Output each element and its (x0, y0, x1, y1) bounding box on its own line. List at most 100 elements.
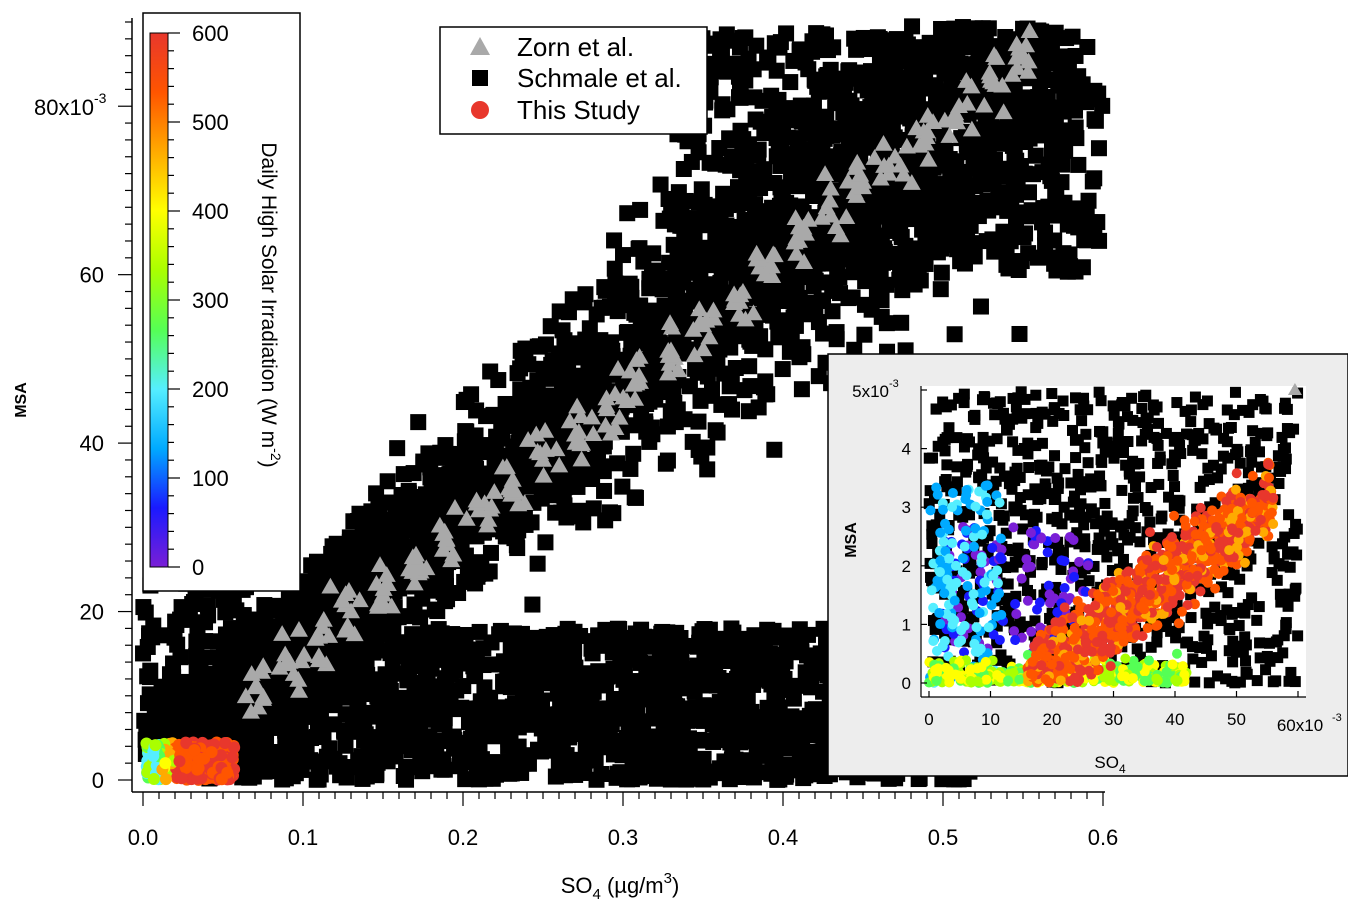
schmale-point (805, 277, 822, 294)
schmale-point (174, 711, 191, 728)
schmale-point (598, 358, 615, 375)
schmale-point (142, 662, 159, 679)
schmale-point (605, 746, 622, 763)
schmale-point (1048, 262, 1065, 279)
schmale-point (783, 165, 800, 182)
schmale-point (352, 638, 369, 655)
schmale-point (662, 708, 679, 725)
schmale-point (328, 758, 345, 775)
schmale-point (188, 633, 205, 650)
x-tick-label: 0.6 (1088, 825, 1119, 850)
schmale-point (532, 653, 549, 670)
schmale-point (414, 521, 431, 538)
schmale-point (707, 698, 724, 715)
schmale-point (771, 771, 788, 788)
x-axis-title-unit: (µg/m (601, 873, 664, 898)
schmale-point (655, 212, 672, 229)
schmale-point (728, 694, 745, 711)
schmale-point (543, 719, 560, 736)
schmale-point (699, 461, 716, 478)
schmale-point (422, 469, 439, 486)
schmale-point (980, 149, 997, 166)
schmale-point (368, 485, 385, 502)
schmale-point (400, 672, 417, 689)
schmale-point (350, 695, 367, 712)
schmale-point (495, 523, 512, 540)
schmale-point (518, 651, 535, 668)
schmale-point (169, 636, 186, 653)
schmale-point (577, 369, 594, 386)
schmale-point (1090, 140, 1107, 157)
schmale-point (566, 623, 583, 640)
schmale-point (734, 730, 751, 747)
schmale-point (627, 705, 644, 722)
schmale-point (631, 769, 648, 786)
schmale-point (555, 487, 572, 504)
schmale-point (841, 92, 858, 109)
schmale-point (846, 30, 863, 47)
schmale-point (785, 690, 802, 707)
schmale-point (529, 741, 546, 758)
schmale-point (465, 716, 482, 733)
schmale-point (832, 285, 849, 302)
schmale-point (432, 651, 449, 668)
schmale-point (1037, 224, 1054, 241)
schmale-point (681, 378, 698, 395)
schmale-point (379, 473, 396, 490)
schmale-point (675, 161, 692, 178)
schmale-point (519, 410, 536, 427)
schmale-point (758, 764, 775, 781)
schmale-point (837, 119, 854, 136)
schmale-point (337, 737, 354, 754)
schmale-point (1070, 156, 1087, 173)
schmale-point (699, 368, 716, 385)
schmale-point (1015, 229, 1032, 246)
schmale-point (168, 617, 185, 634)
schmale-point (404, 626, 421, 643)
schmale-point (363, 503, 380, 520)
schmale-point (754, 232, 771, 249)
schmale-point (545, 627, 562, 644)
y-tick-label: 80x10 (34, 95, 94, 120)
schmale-point (690, 194, 707, 211)
schmale-point (328, 535, 345, 552)
schmale-point (816, 130, 833, 147)
schmale-point (944, 184, 961, 201)
schmale-point (596, 482, 613, 499)
schmale-point (611, 634, 628, 651)
schmale-point (410, 711, 427, 728)
schmale-point (466, 731, 483, 748)
x-axis-title: SO4 (µg/m3) (561, 870, 680, 903)
schmale-point (341, 533, 358, 550)
schmale-point (427, 708, 444, 725)
schmale-point (184, 596, 201, 613)
x-tick-label: 0.2 (448, 825, 479, 850)
schmale-point (869, 64, 886, 81)
schmale-point (580, 355, 597, 372)
schmale-point (929, 52, 946, 69)
schmale-point (495, 505, 512, 522)
schmale-point (1084, 173, 1101, 190)
schmale-point (640, 317, 657, 334)
schmale-point (1028, 114, 1045, 131)
schmale-point (624, 417, 641, 434)
schmale-point (387, 743, 404, 760)
schmale-point (751, 651, 768, 668)
schmale-point (904, 89, 921, 106)
schmale-point (619, 205, 636, 222)
schmale-point (444, 626, 461, 643)
schmale-point (206, 691, 223, 708)
schmale-point (632, 201, 649, 218)
schmale-point (471, 700, 488, 717)
schmale-point (769, 313, 786, 330)
schmale-point (622, 460, 639, 477)
schmale-point (929, 244, 946, 261)
schmale-point (637, 413, 654, 430)
schmale-point (895, 190, 912, 207)
schmale-point (933, 20, 950, 37)
schmale-point (597, 677, 614, 694)
schmale-point (803, 679, 820, 696)
schmale-point (735, 60, 752, 77)
schmale-point (791, 754, 808, 771)
